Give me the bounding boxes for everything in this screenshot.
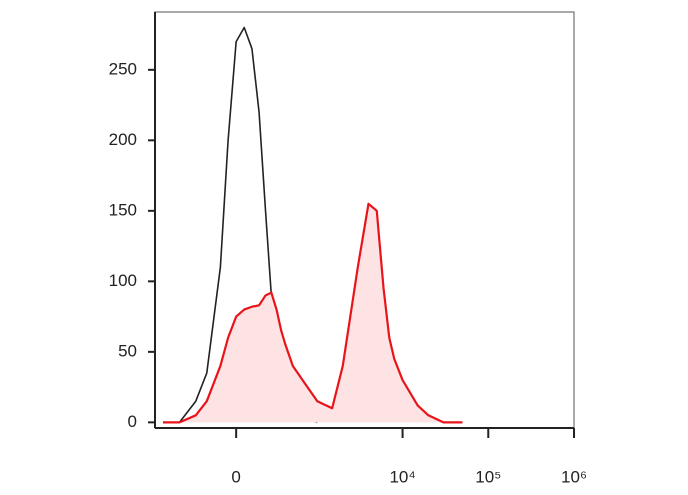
- histogram-area: [163, 203, 463, 423]
- y-tick-label: 0: [128, 412, 137, 431]
- x-tick-label: 0: [231, 467, 240, 486]
- y-tick-label: 50: [118, 341, 137, 360]
- y-tick-label: 250: [109, 59, 137, 78]
- x-tick-label: 10⁶: [561, 467, 587, 486]
- y-tick-label: 200: [109, 130, 137, 149]
- x-tick-label: 10⁴: [389, 467, 415, 486]
- histogram-line: [163, 202, 463, 424]
- x-tick-label: 10⁵: [475, 467, 501, 486]
- y-tick-label: 150: [109, 200, 137, 219]
- y-tick-label: 100: [109, 271, 137, 290]
